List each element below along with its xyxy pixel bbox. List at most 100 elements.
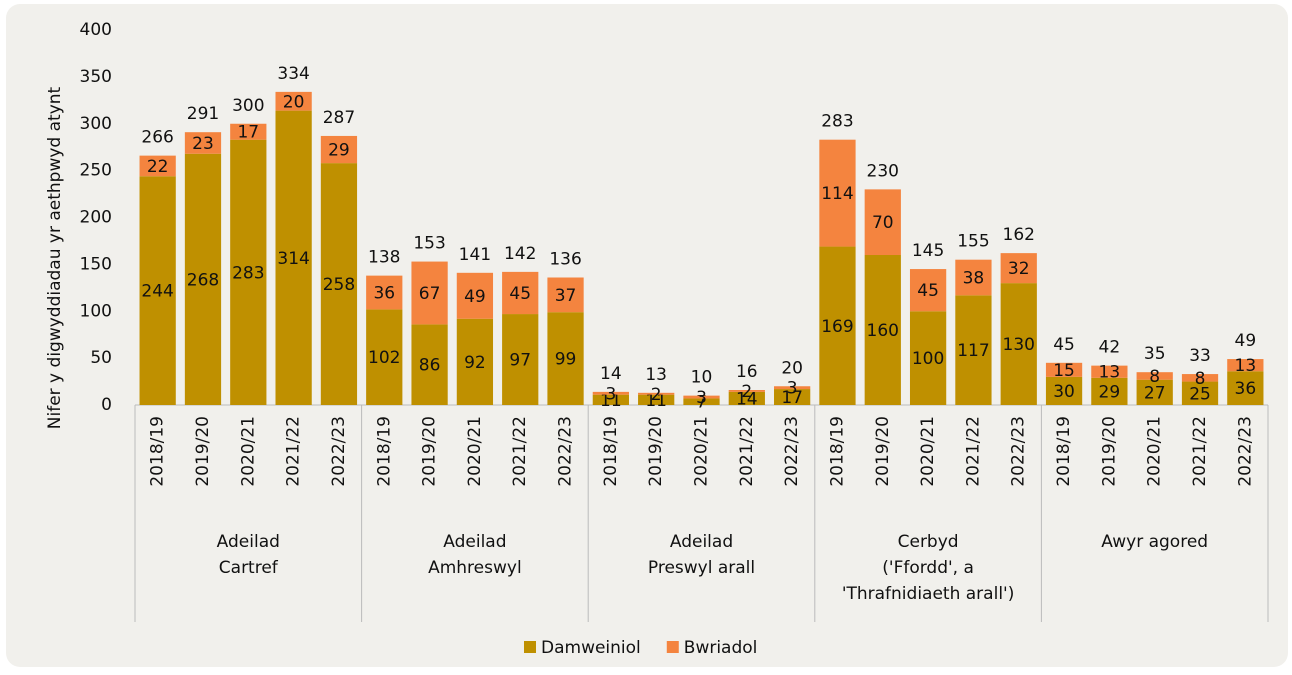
bar-segment	[320, 163, 358, 405]
legend-label: Bwriadol	[684, 638, 758, 658]
bar-segment	[728, 391, 765, 405]
x-tick-label: 2021/22	[1190, 416, 1210, 487]
total-label: 35	[1144, 344, 1166, 364]
bar-segment	[502, 271, 539, 315]
x-tick-label: 2018/19	[148, 416, 168, 487]
y-tick-label: 150	[80, 254, 112, 274]
x-tick-label: 2022/23	[556, 416, 576, 487]
value-label: 38	[963, 269, 985, 289]
value-label: 3	[787, 379, 798, 399]
bar-segment	[1000, 283, 1037, 405]
x-tick-label: 2019/20	[873, 416, 893, 487]
value-label: 314	[277, 249, 309, 269]
bar-segment	[230, 123, 267, 140]
total-label: 162	[1003, 225, 1035, 245]
value-label: 102	[368, 348, 400, 368]
value-label: 8	[1195, 369, 1206, 389]
bar-segment	[1227, 359, 1264, 372]
bar-segment	[1181, 374, 1219, 382]
value-label: 3	[696, 388, 707, 408]
bar-segment	[1091, 377, 1128, 405]
bar-segment	[1045, 376, 1083, 405]
x-tick-label: 2020/21	[1145, 416, 1165, 487]
bar-segment	[1227, 371, 1264, 405]
value-label: 36	[373, 284, 395, 304]
value-label: 49	[464, 287, 486, 307]
group-label: Awyr agored	[1101, 532, 1208, 552]
x-tick-label: 2018/19	[827, 416, 847, 487]
x-tick-label: 2019/20	[646, 416, 666, 487]
total-label: 20	[781, 358, 803, 378]
bar-segment	[1045, 362, 1083, 377]
bar-segment	[1136, 379, 1173, 405]
total-label: 334	[277, 64, 309, 84]
x-tick-label: 2018/19	[1054, 416, 1074, 487]
legend-swatch	[666, 641, 679, 653]
bar-segment	[411, 261, 448, 325]
bar-segment	[275, 91, 312, 111]
x-tick-label: 2021/22	[963, 416, 983, 487]
group-label: Amhreswyl	[428, 558, 522, 578]
value-label: 11	[645, 391, 667, 411]
total-label: 230	[867, 161, 899, 181]
bar-segment	[955, 259, 992, 296]
x-tick-label: 2019/20	[1099, 416, 1119, 487]
total-label: 153	[413, 234, 445, 254]
total-label: 155	[957, 232, 989, 252]
value-label: 14	[736, 389, 758, 409]
value-label: 283	[232, 263, 264, 283]
bar-segment	[592, 391, 629, 395]
x-tick-label: 2018/19	[601, 416, 621, 487]
bar-segment	[819, 139, 856, 247]
bar-segment	[411, 324, 448, 405]
bar-segment	[1181, 381, 1219, 405]
x-tick-label: 2021/22	[737, 416, 757, 487]
total-label: 13	[645, 365, 667, 385]
value-label: 117	[957, 341, 989, 361]
bar-segment	[774, 386, 811, 390]
total-label: 291	[187, 104, 219, 124]
group-label: Adeilad	[217, 532, 280, 552]
value-label: 27	[1144, 383, 1166, 403]
x-tick-label: 2020/21	[465, 416, 485, 487]
bar-segment	[1000, 253, 1037, 284]
value-label: 7	[696, 393, 707, 413]
bar-segment	[366, 309, 403, 405]
bar-segment	[638, 392, 675, 395]
group-label: Adeilad	[670, 532, 733, 552]
total-label: 142	[504, 244, 536, 264]
bar-segment	[683, 398, 720, 405]
y-axis-label: Nifer y digwyddiadau yr aethpwyd atynt	[45, 86, 65, 429]
total-label: 33	[1189, 346, 1211, 366]
value-label: 25	[1189, 384, 1211, 404]
bar-segment	[184, 132, 222, 154]
group-label: ('Ffordd', a	[882, 558, 974, 578]
legend-swatch	[524, 641, 536, 653]
bar-segment	[547, 312, 584, 405]
value-label: 114	[821, 184, 853, 204]
bar-segment	[864, 255, 901, 405]
value-label: 97	[509, 351, 531, 371]
x-tick-label: 2021/22	[510, 416, 530, 487]
bar-segment	[366, 275, 403, 310]
value-label: 130	[1003, 335, 1035, 355]
total-label: 14	[600, 364, 622, 384]
x-tick-label: 2019/20	[420, 416, 440, 487]
bar-segment	[819, 246, 856, 405]
y-tick-label: 400	[80, 20, 112, 40]
group-label: Adeilad	[443, 532, 506, 552]
bar-segment	[683, 395, 720, 399]
x-tick-label: 2021/22	[284, 416, 304, 487]
total-label: 49	[1235, 331, 1257, 351]
value-label: 92	[464, 353, 486, 373]
group-label: Preswyl arall	[648, 558, 755, 578]
bar-segment	[909, 311, 947, 405]
y-tick-label: 50	[90, 348, 112, 368]
bar-segment	[864, 189, 901, 255]
value-label: 8	[1149, 367, 1160, 387]
total-label: 42	[1099, 338, 1121, 358]
total-label: 283	[821, 112, 853, 132]
y-tick-label: 200	[80, 208, 112, 228]
group-label: Cerbyd	[898, 532, 959, 552]
bar-segment	[638, 394, 675, 405]
